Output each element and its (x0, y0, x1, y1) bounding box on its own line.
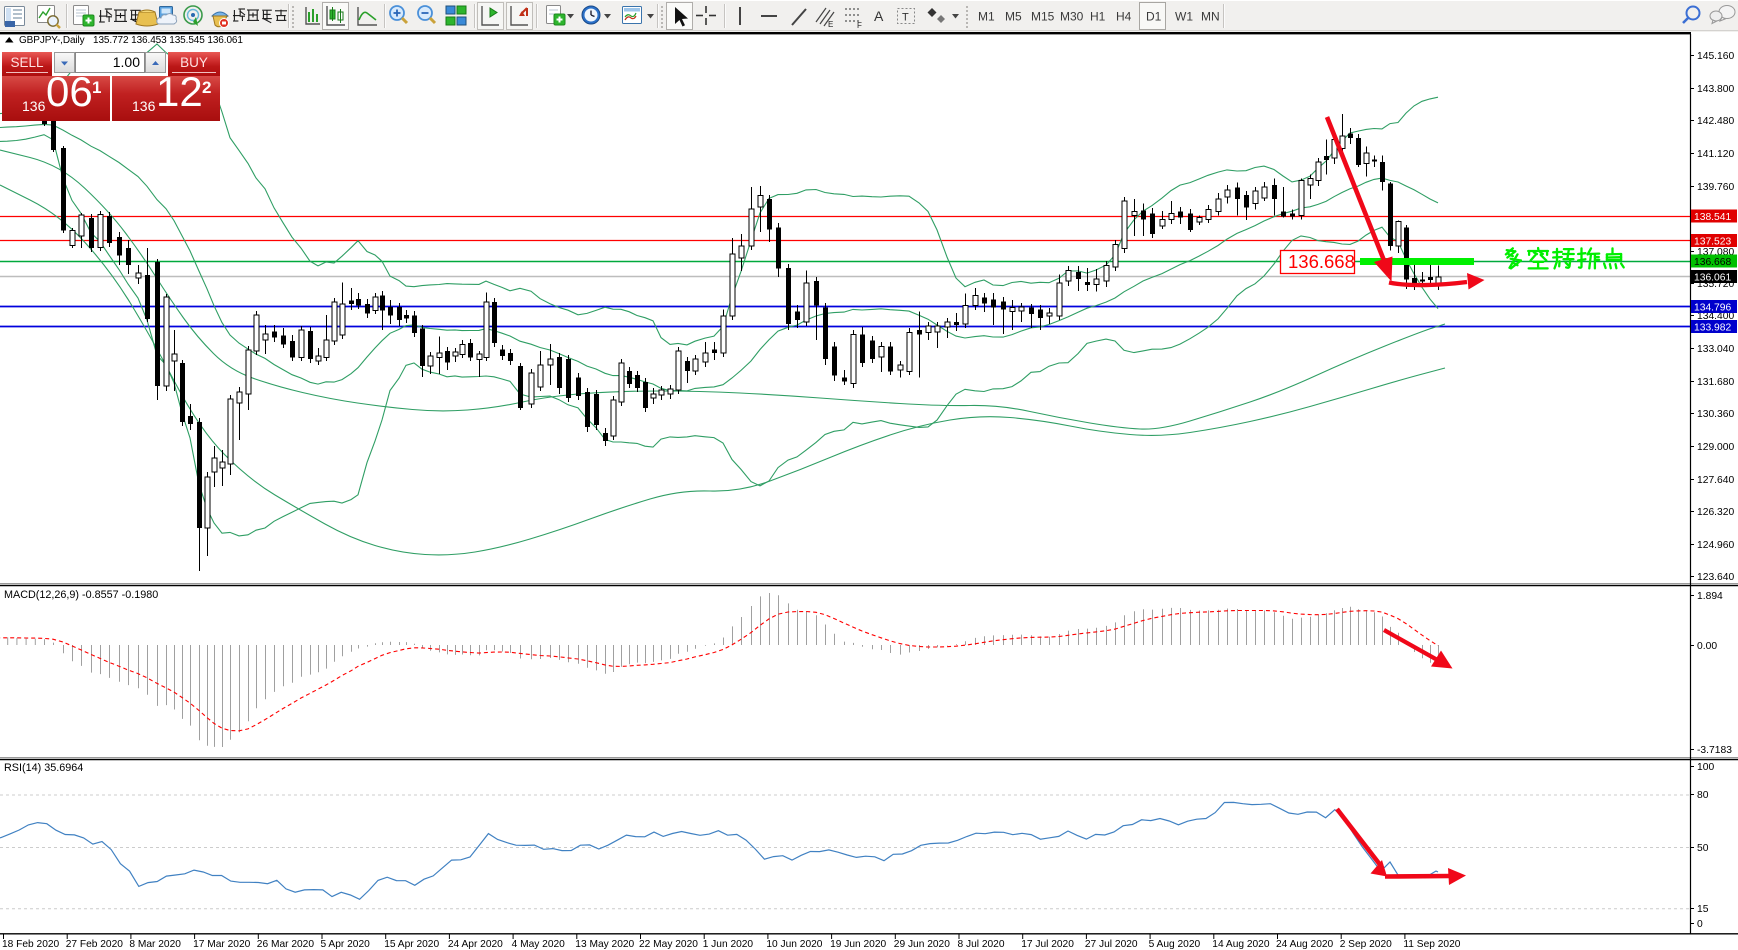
svg-text:E: E (828, 20, 833, 29)
svg-text:18 Feb 2020: 18 Feb 2020 (2, 939, 60, 950)
svg-text:133.982: 133.982 (1694, 323, 1731, 334)
svg-text:142.480: 142.480 (1697, 116, 1734, 127)
svg-text:137.080: 137.080 (1697, 247, 1734, 258)
svg-text:GBPJPY-,Daily: GBPJPY-,Daily (19, 35, 85, 46)
svg-text:136.668: 136.668 (1694, 257, 1731, 268)
svg-text:135.772 136.453 135.545 136.06: 135.772 136.453 135.545 136.061 (93, 35, 243, 46)
svg-text:80: 80 (1697, 790, 1709, 801)
svg-text:135.720: 135.720 (1697, 279, 1734, 290)
svg-text:137.523: 137.523 (1694, 237, 1731, 248)
svg-text:MACD(12,26,9) -0.8557 -0.1980: MACD(12,26,9) -0.8557 -0.1980 (4, 589, 158, 601)
svg-text:22 May 2020: 22 May 2020 (639, 939, 698, 950)
svg-text:MN: MN (1201, 10, 1220, 24)
svg-text:T: T (902, 12, 909, 24)
svg-text:14 Aug 2020: 14 Aug 2020 (1212, 939, 1270, 950)
svg-text:138.541: 138.541 (1694, 212, 1731, 223)
svg-text:10 Jun 2020: 10 Jun 2020 (766, 939, 822, 950)
svg-text:27 Jul 2020: 27 Jul 2020 (1085, 939, 1138, 950)
svg-text:8 Mar 2020: 8 Mar 2020 (129, 939, 181, 950)
svg-text:29 Jun 2020: 29 Jun 2020 (894, 939, 950, 950)
svg-text:134.400: 134.400 (1697, 311, 1734, 322)
svg-text:50: 50 (1697, 843, 1709, 854)
svg-text:RSI(14) 35.6964: RSI(14) 35.6964 (4, 762, 83, 774)
svg-text:127.640: 127.640 (1697, 475, 1734, 486)
svg-text:1.894: 1.894 (1697, 591, 1723, 602)
svg-text:H1: H1 (1090, 10, 1106, 24)
svg-text:F: F (857, 21, 862, 30)
svg-text:24 Aug 2020: 24 Aug 2020 (1276, 939, 1334, 950)
svg-text:26 Mar 2020: 26 Mar 2020 (257, 939, 315, 950)
svg-text:5 Apr 2020: 5 Apr 2020 (321, 939, 371, 950)
svg-text:-3.7183: -3.7183 (1697, 745, 1732, 756)
svg-text:136.061: 136.061 (1694, 273, 1731, 284)
svg-text:8 Jul 2020: 8 Jul 2020 (958, 939, 1005, 950)
svg-text:11 Sep 2020: 11 Sep 2020 (1403, 939, 1460, 950)
svg-text:19 Jun 2020: 19 Jun 2020 (830, 939, 886, 950)
svg-text:145.160: 145.160 (1697, 51, 1734, 62)
svg-text:139.760: 139.760 (1697, 182, 1734, 193)
svg-text:2 Sep 2020: 2 Sep 2020 (1340, 939, 1392, 950)
svg-text:D1: D1 (1146, 10, 1162, 24)
svg-text:M1: M1 (978, 10, 995, 24)
svg-text:17 Mar 2020: 17 Mar 2020 (193, 939, 251, 950)
svg-text:5 Aug 2020: 5 Aug 2020 (1149, 939, 1201, 950)
svg-text:H4: H4 (1116, 10, 1132, 24)
svg-text:1 Jun 2020: 1 Jun 2020 (703, 939, 754, 950)
svg-text:126.320: 126.320 (1697, 507, 1734, 518)
svg-text:A: A (874, 8, 884, 24)
svg-text:W1: W1 (1175, 10, 1193, 24)
svg-text:15 Apr 2020: 15 Apr 2020 (384, 939, 439, 950)
svg-text:143.800: 143.800 (1697, 84, 1734, 95)
svg-text:0.00: 0.00 (1697, 641, 1717, 652)
svg-text:141.120: 141.120 (1697, 149, 1734, 160)
svg-text:130.360: 130.360 (1697, 409, 1734, 420)
svg-text:131.680: 131.680 (1697, 377, 1734, 388)
svg-text:15: 15 (1697, 904, 1709, 915)
svg-text:133.040: 133.040 (1697, 344, 1734, 355)
svg-text:124.960: 124.960 (1697, 540, 1734, 551)
svg-text:129.000: 129.000 (1697, 442, 1734, 453)
svg-text:27 Feb 2020: 27 Feb 2020 (66, 939, 124, 950)
svg-text:0: 0 (1697, 919, 1703, 930)
svg-text:M30: M30 (1060, 10, 1084, 24)
svg-text:13 May 2020: 13 May 2020 (575, 939, 634, 950)
svg-text:100: 100 (1697, 762, 1714, 773)
svg-text:M5: M5 (1005, 10, 1022, 24)
svg-text:123.640: 123.640 (1697, 572, 1734, 583)
svg-text:4 May 2020: 4 May 2020 (512, 939, 566, 950)
svg-text:M15: M15 (1031, 10, 1055, 24)
svg-text:136.668: 136.668 (1288, 251, 1355, 272)
svg-text:17 Jul 2020: 17 Jul 2020 (1021, 939, 1074, 950)
svg-text:24 Apr 2020: 24 Apr 2020 (448, 939, 503, 950)
svg-text:134.796: 134.796 (1694, 303, 1731, 314)
